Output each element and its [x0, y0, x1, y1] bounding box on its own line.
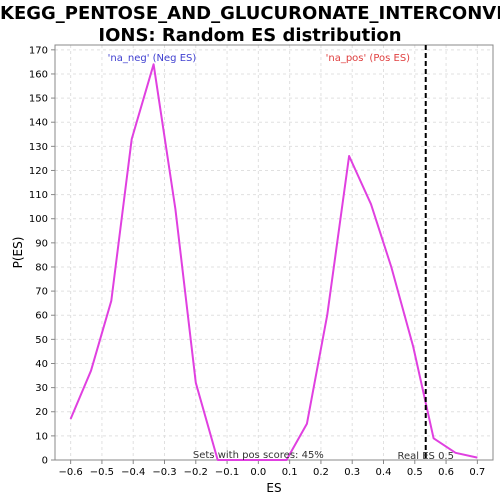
plot-frame	[54, 44, 494, 461]
pos-es-label: 'na_pos' (Pos ES)	[326, 53, 411, 64]
series-line	[69, 63, 478, 461]
x-tick-label: −0.2	[184, 467, 208, 478]
x-tick-label: −0.6	[58, 467, 82, 478]
chart-title-line-1: KEGG_PENTOSE_AND_GLUCURONATE_INTERCONVER…	[0, 3, 500, 24]
pos-scores-note: Sets with pos scores: 45%	[193, 450, 324, 461]
y-axis-label: P(ES)	[11, 237, 25, 269]
y-tick-label: 30	[35, 383, 48, 394]
y-tick-label: 120	[29, 166, 48, 177]
x-tick-label: 0.0	[250, 467, 266, 478]
x-tick-label: 0.1	[282, 467, 298, 478]
x-tick-label: 0.3	[344, 467, 360, 478]
series-layer	[69, 63, 478, 461]
x-tick-label: −0.5	[90, 467, 114, 478]
grid	[55, 45, 493, 461]
axis-ticks: 0 10 20 30 40 50 60 70 80 90 100 110 120 130 140 150 160…	[29, 45, 485, 478]
y-tick-label: 80	[35, 262, 48, 273]
y-tick-label: 90	[35, 238, 48, 249]
chart-title-line-2: IONS: Random ES distribution	[98, 25, 402, 46]
x-tick-label: −0.1	[215, 467, 239, 478]
y-tick-label: 100	[29, 214, 48, 225]
x-tick-label: 0.2	[313, 467, 329, 478]
y-tick-label: 170	[29, 45, 48, 56]
y-tick-label: 60	[35, 311, 48, 322]
x-tick-label: 0.6	[438, 467, 454, 478]
x-tick-label: 0.7	[469, 467, 485, 478]
y-tick-label: 10	[35, 431, 48, 442]
y-tick-label: 160	[29, 69, 48, 80]
x-tick-label: −0.4	[121, 467, 145, 478]
y-tick-label: 150	[29, 94, 48, 105]
y-tick-label: 20	[35, 407, 48, 418]
x-tick-label: −0.3	[152, 467, 176, 478]
neg-es-label: 'na_neg' (Neg ES)	[108, 53, 197, 64]
y-tick-label: 140	[29, 118, 48, 129]
y-tick-label: 40	[35, 359, 48, 370]
y-tick-label: 70	[35, 287, 48, 298]
real-es-label: Real ES 0.5	[397, 451, 453, 462]
x-tick-label: 0.5	[407, 467, 423, 478]
x-tick-label: 0.4	[376, 467, 392, 478]
x-axis-label: ES	[266, 481, 281, 495]
y-tick-label: 110	[29, 190, 48, 201]
y-tick-label: 0	[42, 456, 48, 467]
y-tick-label: 50	[35, 335, 48, 346]
y-tick-label: 130	[29, 142, 48, 153]
